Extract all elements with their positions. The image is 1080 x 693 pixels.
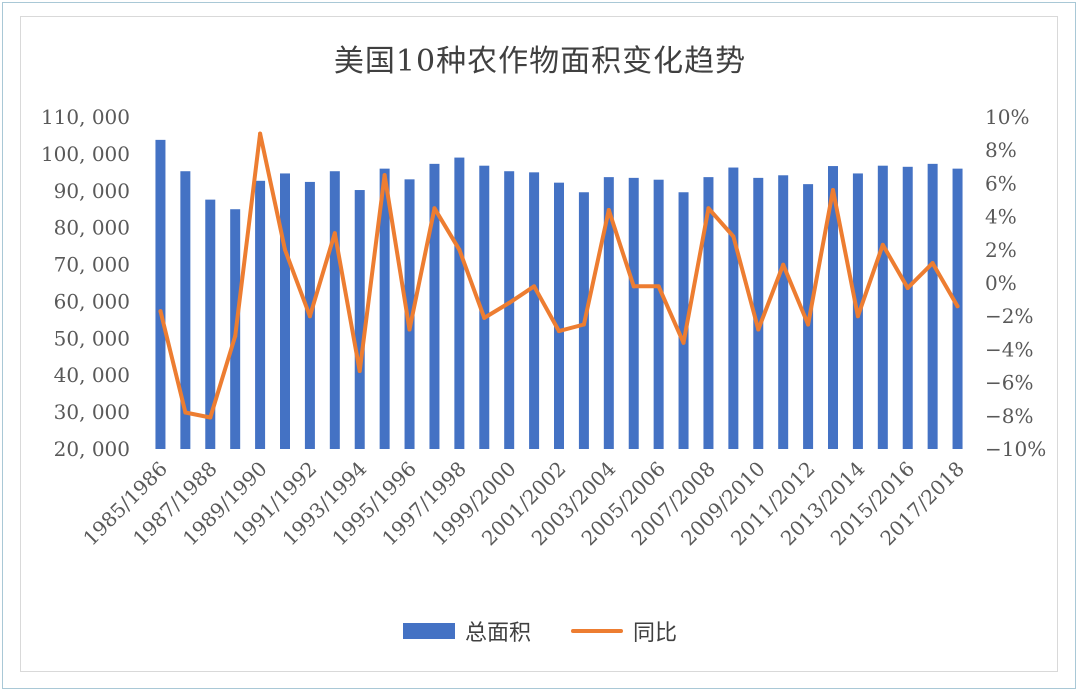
bar-1993-1994 bbox=[354, 190, 365, 450]
bar-1989-1990 bbox=[255, 180, 266, 449]
legend-item-total-area: 总面积 bbox=[402, 615, 531, 647]
bar-1985-1986 bbox=[155, 139, 166, 450]
yoy-point-1989-1990 bbox=[258, 131, 263, 136]
bar-1996-1997 bbox=[429, 163, 440, 450]
y-right-tick-label: −4% bbox=[985, 337, 1034, 361]
bar-2008-2009 bbox=[728, 167, 739, 449]
yoy-point-2013-2014 bbox=[855, 314, 860, 319]
chart-area-border bbox=[20, 16, 1058, 672]
yoy-point-1993-1994 bbox=[357, 368, 362, 373]
bar-1995-1996 bbox=[404, 179, 415, 449]
legend-item-yoy: 同比 bbox=[571, 615, 677, 647]
yoy-point-1987-1988 bbox=[208, 415, 213, 420]
y-right-tick-label: 4% bbox=[985, 205, 1017, 229]
bar-1987-1988 bbox=[205, 199, 216, 449]
bar-1994-1995 bbox=[379, 168, 390, 449]
yoy-point-1991-1992 bbox=[307, 314, 312, 319]
yoy-point-2008-2009 bbox=[731, 234, 736, 239]
yoy-point-2014-2015 bbox=[880, 242, 885, 247]
yoy-point-1985-1986 bbox=[158, 309, 163, 314]
y-left-tick-label: 70, 000 bbox=[54, 253, 130, 277]
legend-label-total-area: 总面积 bbox=[464, 621, 531, 646]
legend-label-yoy: 同比 bbox=[633, 621, 678, 646]
bar-2014-2015 bbox=[877, 165, 888, 449]
yoy-point-2001-2002 bbox=[557, 329, 561, 334]
bar-2010-2011 bbox=[778, 175, 789, 450]
bar-2001-2002 bbox=[554, 182, 564, 449]
yoy-point-2009-2010 bbox=[756, 327, 761, 332]
bar-1998-1999 bbox=[479, 165, 490, 449]
bar-2016-2017 bbox=[927, 163, 938, 450]
yoy-point-2007-2008 bbox=[706, 206, 711, 211]
bar-2003-2004 bbox=[603, 177, 614, 449]
yoy-point-1998-1999 bbox=[482, 315, 487, 320]
yoy-point-1997-1998 bbox=[457, 247, 462, 252]
yoy-point-2003-2004 bbox=[606, 207, 611, 212]
bar-2015-2016 bbox=[902, 166, 913, 450]
bar-2017-2018 bbox=[952, 168, 963, 449]
yoy-point-1986-1987 bbox=[183, 410, 188, 415]
yoy-point-1995-1996 bbox=[407, 327, 412, 332]
bar-2000-2001 bbox=[529, 172, 540, 450]
bar-2009-2010 bbox=[753, 177, 764, 449]
bar-2005-2006 bbox=[653, 179, 664, 449]
y-left-tick-label: 110, 000 bbox=[41, 105, 130, 129]
y-left-tick-label: 100, 000 bbox=[41, 142, 130, 166]
bar-1999-2000 bbox=[504, 171, 515, 449]
yoy-point-2000-2001 bbox=[532, 284, 537, 289]
yoy-point-1990-1991 bbox=[283, 247, 287, 252]
bar-2004-2005 bbox=[628, 177, 639, 449]
y-right-tick-label: 10% bbox=[985, 105, 1029, 129]
yoy-point-2017-2018 bbox=[955, 304, 960, 309]
yoy-point-2006-2007 bbox=[681, 340, 686, 345]
y-left-tick-label: 80, 000 bbox=[54, 216, 130, 240]
yoy-point-1988-1989 bbox=[233, 334, 238, 339]
yoy-point-2016-2017 bbox=[930, 261, 935, 266]
chart-legend: 总面积 同比 bbox=[0, 615, 1080, 647]
y-right-tick-label: −2% bbox=[985, 304, 1034, 328]
y-left-tick-label: 40, 000 bbox=[54, 363, 130, 387]
bar-2006-2007 bbox=[678, 192, 689, 449]
bar-1990-1991 bbox=[280, 173, 290, 449]
bar-1992-1993 bbox=[329, 171, 340, 449]
y-left-tick-label: 20, 000 bbox=[54, 437, 130, 461]
bar-1997-1998 bbox=[454, 157, 465, 450]
yoy-point-2011-2012 bbox=[806, 322, 811, 327]
yoy-point-1996-1997 bbox=[432, 206, 437, 211]
y-left-tick-label: 30, 000 bbox=[54, 400, 130, 424]
legend-swatch-bar bbox=[402, 623, 455, 639]
bar-1986-1987 bbox=[180, 171, 191, 449]
y-right-tick-label: −8% bbox=[985, 404, 1034, 428]
yoy-point-2012-2013 bbox=[831, 188, 835, 193]
yoy-point-2004-2005 bbox=[631, 284, 636, 289]
yoy-point-1994-1995 bbox=[382, 173, 387, 178]
y-right-tick-label: 0% bbox=[985, 271, 1017, 295]
yoy-point-2002-2003 bbox=[581, 322, 586, 327]
bar-2012-2013 bbox=[828, 166, 838, 449]
bar-2007-2008 bbox=[703, 177, 714, 449]
yoy-point-1999-2000 bbox=[507, 300, 512, 305]
y-right-tick-label: −10% bbox=[985, 437, 1046, 461]
y-right-tick-label: 8% bbox=[985, 138, 1017, 162]
y-right-tick-label: 6% bbox=[985, 171, 1017, 195]
y-left-tick-label: 50, 000 bbox=[54, 326, 130, 350]
chart-title: 美国10种农作物面积变化趋势 bbox=[333, 44, 747, 79]
legend-swatch-line bbox=[571, 629, 623, 633]
y-left-tick-label: 90, 000 bbox=[54, 179, 130, 203]
y-right-tick-label: 2% bbox=[985, 238, 1017, 262]
y-right-tick-label: −6% bbox=[985, 371, 1034, 395]
yoy-point-2010-2011 bbox=[781, 262, 786, 267]
y-left-tick-label: 60, 000 bbox=[54, 289, 130, 313]
yoy-point-2005-2006 bbox=[656, 284, 661, 289]
yoy-point-2015-2016 bbox=[905, 285, 910, 290]
yoy-point-1992-1993 bbox=[332, 231, 337, 236]
